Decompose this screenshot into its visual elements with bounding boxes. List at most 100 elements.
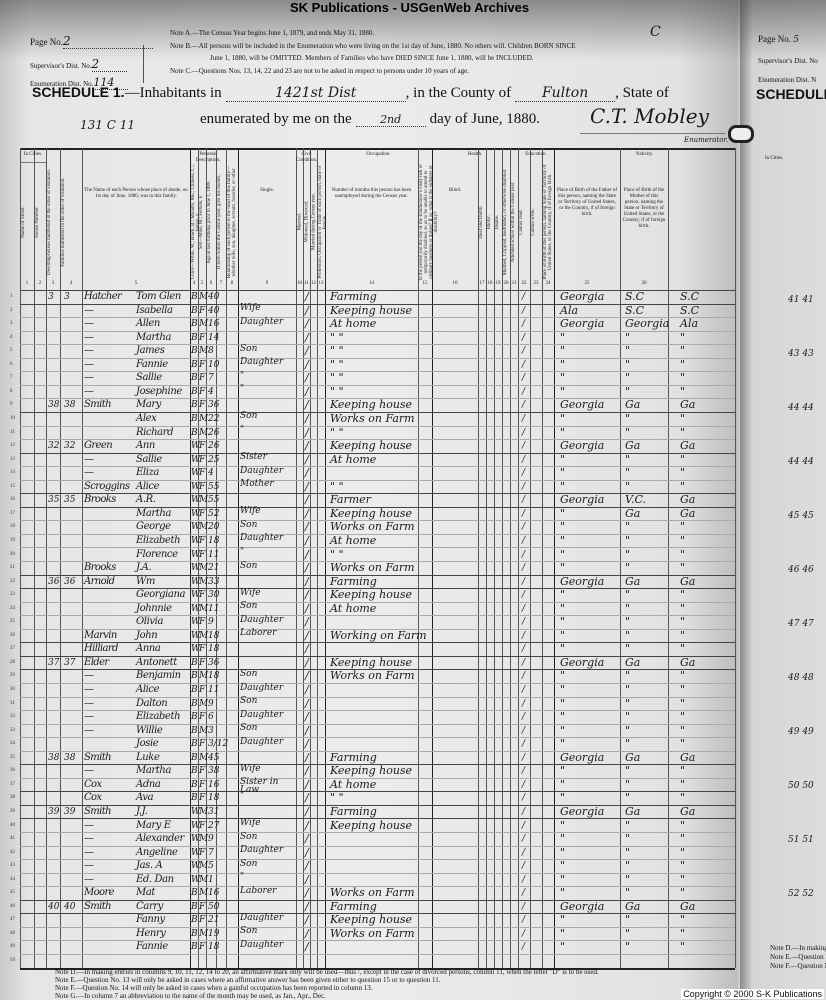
cell-color: B: [191, 915, 198, 926]
cell-relationship: Son: [240, 926, 258, 937]
cell-birthplace: ": [560, 615, 566, 629]
column-header: Single.: [259, 188, 275, 193]
next-page-entry: 44 44: [788, 457, 814, 467]
cell-color: B: [191, 657, 198, 668]
cell-education-mark: /: [522, 793, 526, 804]
row-divider: [20, 750, 735, 752]
column-divider: [554, 148, 555, 968]
cell-color: W: [191, 861, 201, 872]
cell-given-name: Ed. Dan: [136, 873, 174, 885]
cell-age: 19: [208, 928, 220, 939]
cell-relationship: Daughter: [240, 912, 284, 923]
cell-dwelling-number: 38: [48, 752, 60, 763]
cell-surname: —: [84, 819, 94, 831]
table-top-border: [20, 148, 735, 150]
column-divider: [20, 148, 21, 968]
cell-civil-mark: /: [305, 886, 309, 900]
cell-age: 11: [208, 685, 220, 695]
column-number: 10: [297, 281, 302, 286]
cell-civil-mark: /: [305, 764, 309, 778]
cell-age: 9: [208, 834, 214, 844]
cell-age: 31: [208, 806, 220, 817]
note-b-cont: June 1, 1880, will be OMITTED. Members o…: [210, 54, 534, 62]
cell-mother-birthplace: Ga: [680, 398, 696, 412]
cell-father-birthplace: ": [625, 764, 631, 778]
cell-surname: Scroggins: [84, 480, 130, 492]
cell-birthplace: ": [560, 547, 566, 561]
cell-father-birthplace: ": [625, 330, 631, 344]
cell-civil-mark: /: [305, 642, 309, 656]
row-number: 23: [10, 592, 15, 598]
cell-sex: M: [199, 427, 209, 438]
cell-civil-mark: /: [305, 574, 309, 588]
row-number: 24: [10, 605, 15, 611]
cell-age: 52: [208, 508, 220, 519]
cell-age: 4: [208, 386, 214, 397]
next-footer-d: Note D.—In making: [770, 944, 826, 952]
cell-age: 36: [208, 657, 220, 668]
cell-father-birthplace: ": [625, 561, 631, 574]
cell-occupation: Farming: [330, 574, 377, 588]
cell-color: W: [191, 468, 201, 479]
cell-color: W: [191, 806, 201, 817]
enumeration-label: Enumeration Dist. No.: [30, 80, 94, 88]
cell-mother-birthplace: ": [680, 832, 686, 845]
cell-mother-birthplace: ": [680, 859, 686, 873]
column-number: 1: [25, 281, 29, 286]
cell-relationship: Sister in Law: [240, 777, 279, 796]
column-divider: [238, 148, 239, 968]
cell-relationship: Son: [240, 668, 258, 679]
row-number: 49: [10, 944, 15, 950]
cell-given-name: Benjamin: [136, 670, 181, 682]
cell-relationship: Daughter: [240, 939, 284, 950]
scan-shadow: [0, 0, 826, 60]
cell-given-name: Alice: [136, 684, 160, 695]
cell-civil-mark: /: [305, 371, 309, 385]
cell-mother-birthplace: ": [680, 777, 686, 791]
cell-given-name: Allen: [136, 318, 160, 330]
row-divider: [20, 371, 735, 373]
next-supervisor-label: Supervisor's Dist. No: [758, 57, 818, 65]
supervisor-label: Supervisor's Dist. No.: [30, 62, 92, 70]
cell-civil-mark: /: [305, 547, 309, 561]
row-number: 14: [10, 470, 15, 476]
cell-age: 16: [208, 888, 220, 899]
cell-age: 7: [208, 373, 214, 384]
cell-education-mark: /: [522, 928, 526, 939]
cell-sex: M: [199, 671, 209, 682]
cell-relationship: ": [240, 384, 245, 395]
cell-surname: —: [84, 846, 94, 858]
cell-relationship: Daughter: [240, 682, 284, 693]
cell-education-mark: /: [522, 386, 526, 397]
cell-age: 10: [208, 359, 220, 370]
cell-civil-mark: /: [305, 357, 309, 371]
row-divider: [20, 845, 735, 847]
cell-birthplace: ": [560, 601, 566, 615]
cell-color: B: [191, 359, 198, 370]
column-number: 20: [503, 281, 509, 286]
cell-occupation: Farmer: [330, 493, 371, 507]
cell-education-mark: /: [522, 901, 526, 912]
cell-education-mark: /: [522, 441, 526, 452]
column-header: Married.: [297, 212, 302, 231]
cell-father-birthplace: ": [625, 357, 631, 371]
cell-civil-mark: /: [305, 290, 309, 303]
cell-sex: F: [199, 400, 206, 411]
row-divider: [20, 547, 735, 549]
cell-birthplace: ": [560, 642, 566, 656]
cell-civil-mark: /: [305, 845, 309, 859]
cell-family-number: 37: [64, 657, 76, 668]
cell-mother-birthplace: ": [680, 344, 686, 358]
cell-education-mark: /: [522, 563, 526, 573]
cell-relationship: Wife: [240, 818, 261, 828]
cell-father-birthplace: ": [625, 723, 631, 737]
row-number: 7: [10, 375, 13, 381]
cell-occupation: Works on Farm: [330, 561, 415, 574]
cell-father-birthplace: ": [625, 642, 631, 656]
cell-mother-birthplace: ": [680, 384, 686, 398]
cell-occupation: " ": [330, 330, 344, 344]
next-footer-f: Note F.—Question N: [770, 962, 826, 970]
cell-mother-birthplace: ": [680, 601, 686, 615]
cell-surname: —: [84, 860, 94, 872]
cell-birthplace: ": [560, 723, 566, 737]
